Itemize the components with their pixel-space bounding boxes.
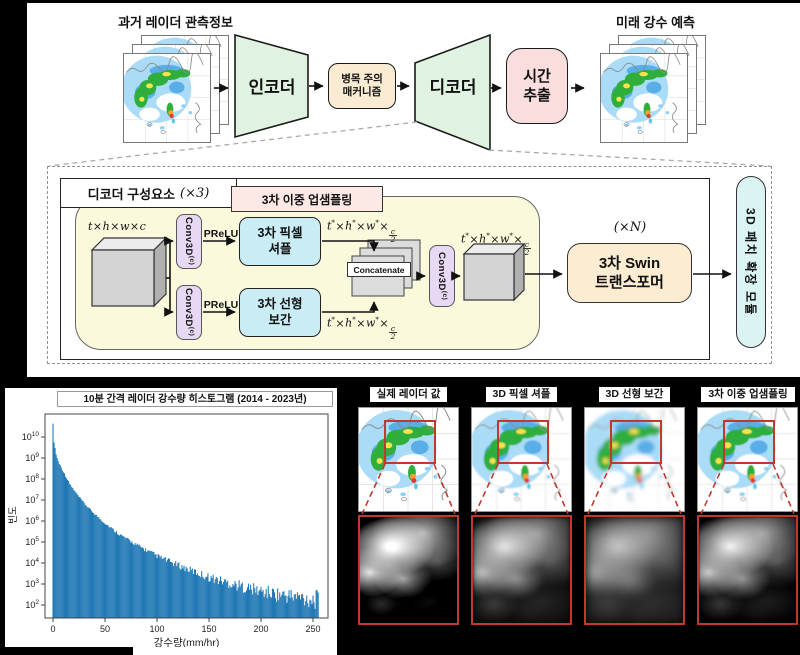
- histogram-panel-tab: [133, 647, 337, 655]
- svg-text:108: 108: [25, 473, 39, 484]
- prelu-label-1: PReLU: [203, 228, 239, 240]
- encoder-trapezoid: [234, 33, 309, 139]
- upsampling-title: 3차 이중 업샘플링: [231, 186, 383, 212]
- conv3d-box-1: Conv3D(c): [176, 214, 202, 269]
- time-extract-box: 시간 추출: [506, 48, 568, 124]
- conv3d-text: Conv3D(c): [435, 251, 449, 301]
- bottleneck-box: 병목 주의 매커니즘: [328, 63, 396, 109]
- linear-interp-out-tensor: t*×h*×w*× c 2: [327, 316, 397, 342]
- svg-text:105: 105: [25, 536, 39, 547]
- output-title: 미래 강수 예측: [616, 15, 695, 30]
- svg-text:107: 107: [25, 494, 39, 505]
- concatenate-box: Concatenate: [347, 262, 411, 277]
- zoom-region-rect: [497, 420, 549, 464]
- svg-text:200: 200: [253, 624, 268, 634]
- swin-transformer-box: 3차 Swin 트랜스포머: [567, 243, 692, 303]
- zoom-patch-dual-upsampling: [697, 515, 798, 625]
- encoder-label: 인코더: [248, 78, 296, 97]
- zoom-region-rect: [610, 420, 662, 464]
- swin-mult-label: (×N): [613, 220, 647, 235]
- histogram-plot: 1010 109 108 107 106 105 104 103 102 0 50 100 150 200…: [22, 413, 329, 647]
- svg-text:106: 106: [25, 515, 39, 526]
- comparison-label-linear-interp: 3D 선형 보간: [598, 386, 671, 403]
- svg-text:50: 50: [100, 624, 110, 634]
- svg-text:250: 250: [305, 624, 320, 634]
- histogram-title: 10분 간격 레이더 강수량 히스토그램 (2014 - 2023년): [57, 391, 333, 407]
- svg-text:강수량(mm/hr): 강수량(mm/hr): [154, 637, 220, 647]
- conv3d-text: Conv3D(c): [182, 217, 196, 266]
- radar-frame: [123, 53, 211, 143]
- decoder-components-text: 디코더 구성요소: [87, 186, 176, 202]
- decoder-components-mult: (×3): [180, 185, 210, 201]
- comparison-label-real: 실제 레이더 값: [369, 386, 448, 403]
- svg-text:1010: 1010: [22, 431, 40, 442]
- svg-text:0: 0: [50, 624, 55, 634]
- linear-interp-box: 3차 선형 보간: [239, 288, 321, 337]
- zoom-patch-linear-interp: [584, 515, 685, 625]
- input-tensor-label: t×h×w×c: [88, 220, 146, 233]
- conv3d-box-3: Conv3D(c): [429, 245, 455, 307]
- decoder-components-label: 디코더 구성요소 (×3): [60, 178, 237, 208]
- input-title: 과거 레이더 관측정보: [118, 15, 233, 30]
- conv-out-tensor: t*×h*×w*× c 2: [461, 232, 531, 258]
- zoom-patch-real: [358, 515, 459, 625]
- svg-text:104: 104: [25, 557, 39, 568]
- svg-text:109: 109: [25, 452, 39, 463]
- zoom-region-rect: [723, 420, 775, 464]
- pixel-shuffle-out-tensor: t*×h*×w*× c 2: [327, 219, 397, 245]
- svg-text:103: 103: [25, 578, 39, 589]
- decoder-label: 디코더: [429, 78, 477, 97]
- svg-text:150: 150: [201, 624, 216, 634]
- prelu-label-2: PReLU: [203, 299, 239, 311]
- conv3d-box-2: Conv3D(c): [176, 285, 202, 340]
- svg-text:100: 100: [149, 624, 164, 634]
- conv3d-text: Conv3D(c): [182, 288, 196, 337]
- patch-expand-box: 3D 패치 확장 모듈: [736, 176, 766, 348]
- svg-text:102: 102: [25, 599, 39, 610]
- decoder-detail-dashed-box: [47, 166, 772, 364]
- comparison-label-dual-upsampling: 3차 이중 업샘플링: [700, 386, 796, 403]
- pixel-shuffle-box: 3차 픽셀 셔플: [239, 217, 321, 266]
- zoom-patch-pixel-shuffle: [471, 515, 572, 625]
- zoom-region-rect: [384, 420, 436, 464]
- radar-frame: [600, 53, 688, 143]
- comparison-label-pixel-shuffle: 3D 픽셀 셔플: [485, 386, 558, 403]
